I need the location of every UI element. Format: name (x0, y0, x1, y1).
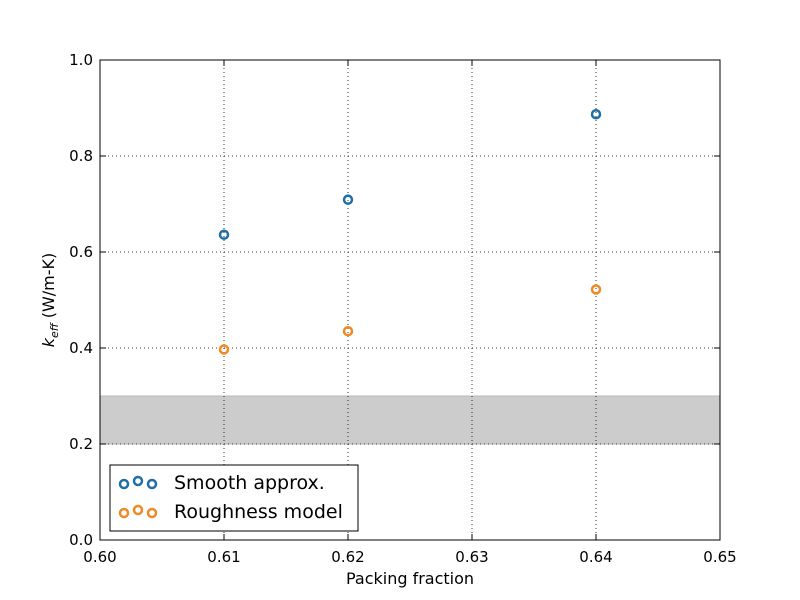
legend: Smooth approx. Roughness model (109, 464, 359, 532)
legend-marker (146, 507, 158, 519)
data-point (342, 194, 354, 205)
y-axis-label-unit: (W/m-K) (39, 253, 58, 319)
legend-marker (146, 478, 158, 490)
x-tick-label: 0.63 (455, 548, 488, 566)
y-tick-label: 0.8 (69, 147, 93, 165)
y-tick-label: 0.0 (69, 531, 93, 549)
x-tick-label: 0.65 (703, 548, 736, 566)
shaded-band (99, 395, 721, 445)
series-0 (218, 108, 602, 240)
x-tick-label: 0.64 (579, 548, 612, 566)
data-point (590, 284, 602, 295)
legend-marker (118, 507, 130, 519)
series-1 (218, 284, 602, 355)
y-axis-label: keff (W/m-K) (39, 253, 61, 348)
y-tick-label: 0.2 (69, 435, 93, 453)
legend-entry: Roughness model (118, 501, 343, 523)
data-points (218, 108, 602, 355)
legend-marker (132, 475, 144, 487)
y-tick-label: 0.6 (69, 243, 93, 261)
legend-marker (132, 504, 144, 516)
data-point (342, 325, 354, 337)
y-tick-label: 0.4 (69, 339, 93, 357)
legend-label: Roughness model (174, 501, 343, 523)
legend-marker (118, 478, 130, 490)
y-axis-label-symbol: k (39, 337, 58, 347)
x-tick-label: 0.60 (83, 548, 116, 566)
x-tick-label: 0.61 (207, 548, 240, 566)
axis-ticks: 0.60 0.61 0.62 0.63 0.64 0.65 0.0 0.2 0.4 0.6 0.8 1… (69, 51, 737, 566)
x-tick-label: 0.62 (331, 548, 364, 566)
legend-label: Smooth approx. (174, 472, 325, 494)
y-axis-label-subscript: eff (48, 322, 61, 338)
legend-entry: Smooth approx. (118, 472, 325, 494)
data-point (218, 344, 230, 355)
plot-frame (99, 59, 721, 541)
data-point (218, 229, 230, 240)
svg-text:keff(W/m-K): keff (W/m-K) (39, 253, 61, 348)
y-tick-label: 1.0 (69, 51, 93, 69)
legend-box (109, 464, 359, 532)
data-point (590, 108, 602, 120)
x-axis-label: Packing fraction (346, 569, 474, 588)
